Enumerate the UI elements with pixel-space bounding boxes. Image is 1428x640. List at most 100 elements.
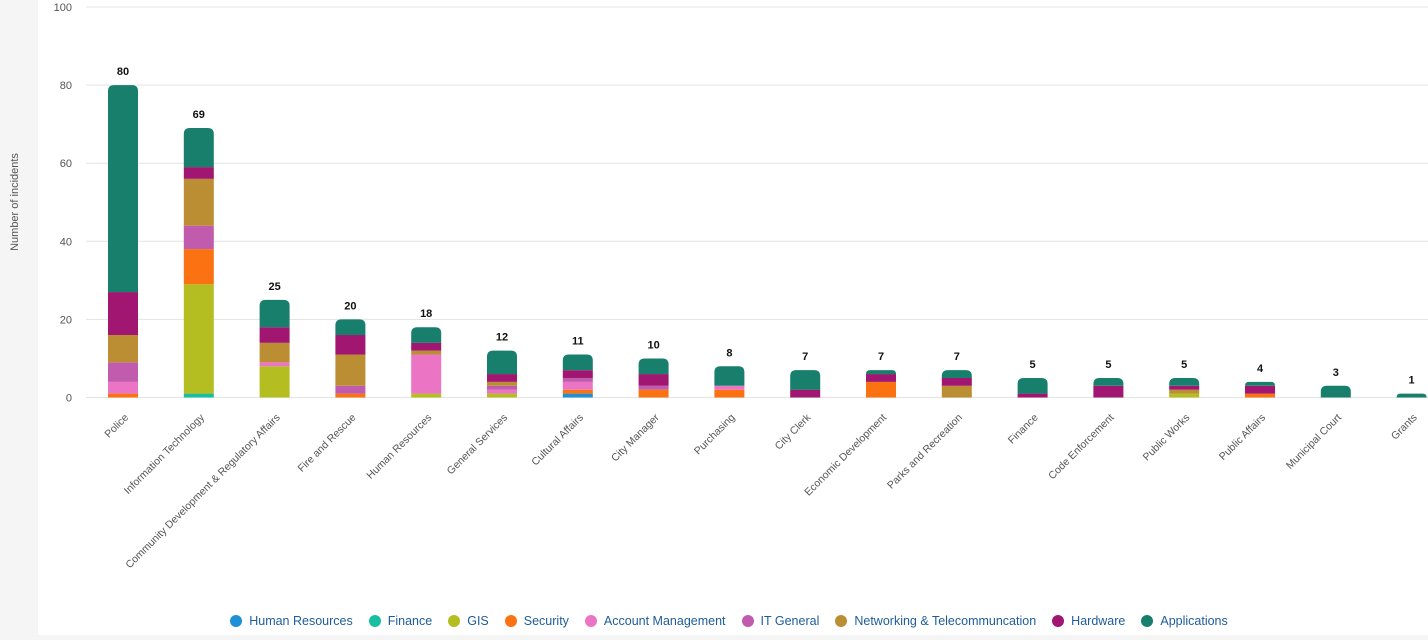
total-label: 5	[1105, 359, 1111, 371]
y-axis-label: Number of incidents	[9, 153, 21, 251]
bar-segment	[1396, 393, 1427, 398]
legend-item[interactable]: IT General	[741, 614, 820, 628]
total-labels: 80 69 25 20 18 12 11 10 8 7 7 7 5 5 5 4 3 1	[117, 66, 1415, 386]
total-label: 1	[1409, 375, 1415, 387]
legend-item[interactable]: Security	[504, 614, 569, 628]
bar-segment	[411, 354, 442, 394]
bar-segment	[1093, 377, 1124, 386]
bar-segment	[108, 381, 138, 394]
bar-segment	[259, 342, 290, 363]
legend-item[interactable]: Human Resources	[230, 614, 353, 628]
total-label: 18	[420, 308, 432, 320]
bar-segment	[183, 393, 214, 398]
bar-segment	[1245, 381, 1275, 386]
legend-swatch-icon	[504, 615, 517, 627]
legend-item[interactable]: Applications	[1141, 614, 1228, 628]
bar-segment	[108, 362, 138, 382]
bar-segment	[335, 354, 366, 386]
legend-label: GIS	[467, 614, 489, 628]
bar-segment	[411, 350, 442, 355]
total-label: 12	[496, 332, 508, 344]
bar-segment	[108, 292, 138, 336]
bar-segment	[411, 393, 442, 398]
y-tick-label: 80	[60, 80, 72, 92]
legend-item[interactable]: Account Management	[584, 614, 726, 628]
bar-segment	[562, 370, 593, 378]
grid-layer	[86, 6, 1428, 398]
total-label: 69	[193, 109, 205, 121]
bar-segment	[487, 374, 517, 382]
bar-segment	[108, 393, 138, 398]
bar-segment	[1169, 385, 1200, 390]
bar-segment	[183, 128, 214, 168]
legend-item[interactable]: Hardware	[1052, 614, 1125, 628]
bar-segment	[1093, 385, 1124, 398]
bar-segment	[335, 335, 366, 355]
legend: Human Resources Finance GIS Security Account…	[0, 610, 1428, 632]
legend-swatch-icon	[368, 615, 381, 627]
y-axis: 0 20 40 60 80 100	[54, 2, 72, 405]
total-label: 5	[1181, 359, 1187, 371]
bar-segment	[259, 327, 290, 343]
bar-segment	[866, 370, 896, 375]
legend-swatch-icon	[1141, 615, 1154, 627]
bar-segment	[638, 389, 669, 398]
legend-label: Applications	[1160, 614, 1228, 628]
bar-segment	[259, 362, 290, 367]
total-label: 4	[1257, 363, 1264, 375]
legend-label: Networking & Telecommuncation	[854, 614, 1037, 628]
bar-segment	[941, 385, 972, 398]
bar-segment	[411, 342, 442, 351]
legend-item[interactable]: Finance	[368, 614, 433, 628]
bar-segment	[866, 381, 896, 398]
bar-segment	[183, 249, 214, 285]
total-label: 7	[878, 351, 884, 363]
bar-segment	[714, 366, 745, 386]
bar-segment	[638, 358, 669, 375]
bar-segment	[108, 335, 138, 363]
total-label: 11	[572, 336, 584, 348]
bar-segment	[1245, 393, 1275, 398]
bar-segment	[1169, 393, 1200, 398]
legend-label: IT General	[760, 614, 820, 628]
legend-swatch-icon	[584, 615, 597, 627]
total-label: 7	[954, 351, 960, 363]
legend-swatch-icon	[230, 615, 243, 627]
bar-segment	[487, 385, 517, 390]
y-tick-label: 20	[60, 314, 72, 326]
bar-segment	[866, 374, 896, 382]
bar-segment	[1245, 385, 1275, 394]
bar-segment	[259, 299, 290, 328]
bar-segment	[487, 389, 517, 394]
legend-label: Finance	[387, 614, 433, 628]
bar-segment	[790, 389, 821, 398]
bar-segment	[941, 370, 972, 378]
bar-segment	[941, 377, 972, 386]
bar-segment	[638, 385, 669, 390]
bar-segment	[108, 85, 138, 293]
total-label: 7	[802, 351, 808, 363]
bar-segment	[183, 167, 214, 179]
legend-swatch-icon	[835, 615, 848, 627]
legend-label: Hardware	[1071, 614, 1126, 628]
bar-segment	[1320, 385, 1351, 398]
bar-segment	[335, 319, 366, 336]
legend-item[interactable]: Networking & Telecommuncation	[835, 614, 1036, 628]
total-label: 5	[1030, 359, 1036, 371]
bar-segment	[562, 381, 593, 390]
bar-segment	[487, 393, 517, 398]
bar-segment	[1169, 377, 1200, 386]
bar-segment	[487, 381, 517, 386]
legend-label: Security	[523, 614, 569, 628]
bar-segment	[183, 284, 214, 394]
bar-segment	[183, 178, 214, 226]
bar-segment	[562, 377, 593, 382]
bar-segment	[411, 327, 442, 343]
total-label: 20	[344, 300, 356, 312]
total-label: 80	[117, 66, 129, 78]
bar-segment	[335, 385, 366, 394]
legend-item[interactable]: GIS	[448, 614, 489, 628]
legend-swatch-icon	[1052, 615, 1065, 627]
bar-segment	[487, 350, 517, 375]
